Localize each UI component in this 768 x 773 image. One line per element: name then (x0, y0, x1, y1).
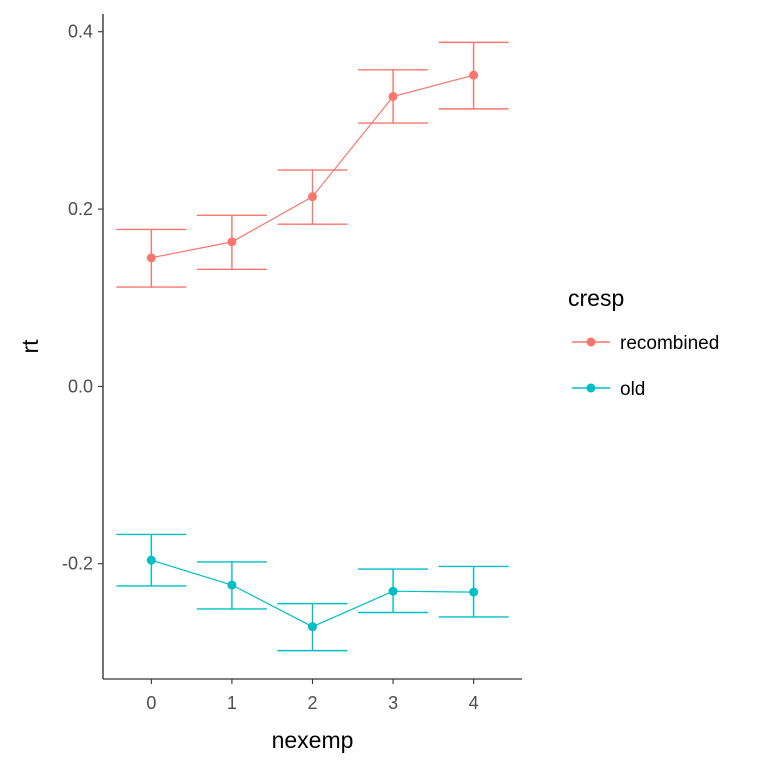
data-point-old (146, 555, 156, 565)
axes: -0.2 0.0 0.2 0.4 0 1 2 3 4 (62, 14, 522, 713)
data-point-recombined (388, 91, 398, 101)
x-axis-title: nexemp (272, 727, 354, 753)
legend-label-recombined: recombined (620, 333, 719, 354)
legend-key-point-recombined (586, 337, 596, 347)
legend: cresp recombined old (568, 285, 719, 400)
legend-label-old: old (620, 379, 645, 400)
y-axis-title: rt (17, 339, 43, 354)
data-point-old (227, 580, 237, 590)
data-point-old (469, 587, 479, 597)
data-point-recombined (146, 253, 156, 263)
x-tick-label: 4 (469, 693, 479, 713)
legend-title: cresp (568, 285, 624, 311)
y-tick-label: 0.0 (68, 376, 93, 396)
data-point-old (388, 586, 398, 596)
x-tick-label: 1 (227, 693, 237, 713)
x-tick-label: 3 (388, 693, 398, 713)
legend-key-point-old (586, 383, 596, 393)
y-tick-label: 0.4 (68, 22, 93, 42)
data-point-old (308, 622, 317, 632)
plot-area (116, 41, 509, 652)
data-point-recombined (227, 237, 237, 247)
data-point-recombined (469, 70, 479, 80)
y-tick-label: -0.2 (62, 554, 93, 574)
data-point-recombined (308, 192, 317, 202)
y-tick-label: 0.2 (68, 199, 93, 219)
x-tick-label: 0 (146, 693, 156, 713)
series-line-recombined (151, 74, 474, 259)
x-tick-label: 2 (307, 693, 317, 713)
